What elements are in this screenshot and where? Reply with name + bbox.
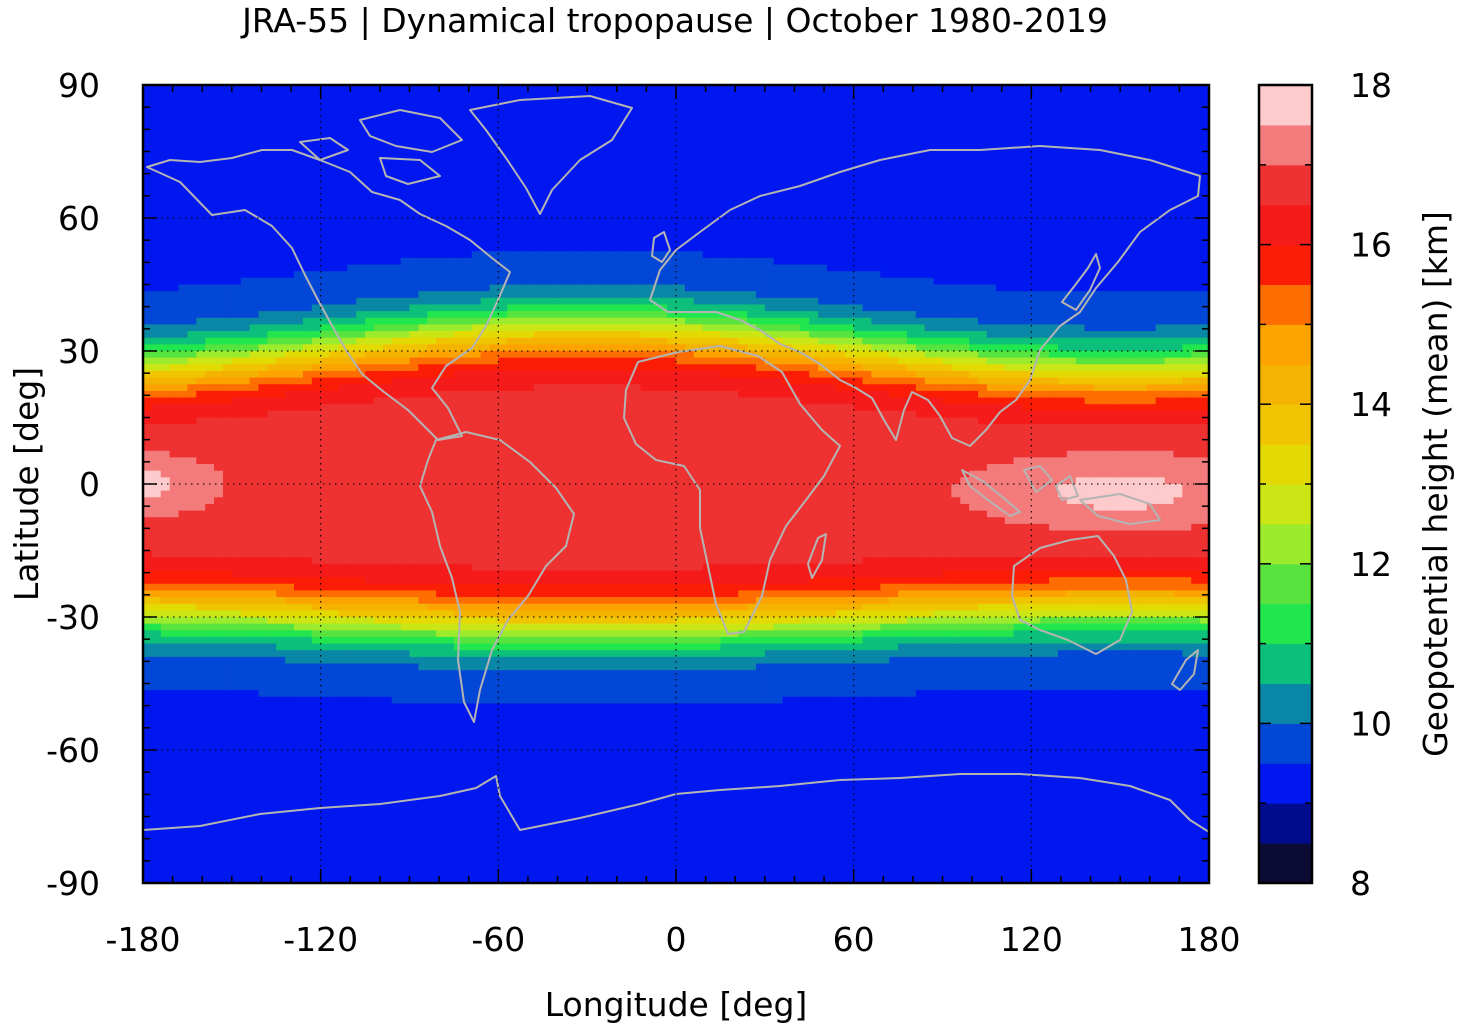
colorbar-swatch xyxy=(1259,284,1312,325)
coastline-japan xyxy=(1061,253,1101,311)
colorbar-swatch xyxy=(1259,444,1312,485)
colorbar-tick-label: 14 xyxy=(1350,385,1392,424)
coastline-indonesia xyxy=(961,465,1161,525)
colorbar-tick-label: 18 xyxy=(1350,66,1392,105)
x-tick-label: 0 xyxy=(666,920,687,959)
coastline-eurasia xyxy=(649,145,1201,447)
colorbar-swatch xyxy=(1259,523,1312,565)
x-axis-label: Longitude [deg] xyxy=(545,985,808,1024)
colorbar-swatch xyxy=(1259,204,1312,246)
y-tick-label: 0 xyxy=(79,465,100,504)
colorbar-swatch xyxy=(1259,324,1312,365)
coastline-australia xyxy=(1011,535,1133,655)
colorbar-swatch xyxy=(1259,803,1312,844)
colorbar-swatch xyxy=(1259,763,1312,804)
coastline-south-america xyxy=(419,431,575,723)
colorbar-swatch xyxy=(1259,85,1312,126)
y-tick-label: 60 xyxy=(58,199,100,238)
colorbar-swatch xyxy=(1259,603,1312,645)
x-tick-label: 60 xyxy=(833,920,875,959)
colorbar-swatch xyxy=(1259,683,1312,724)
colorbar-swatch xyxy=(1259,124,1312,166)
y-tick-label: 90 xyxy=(58,66,100,105)
coastline-africa xyxy=(623,345,841,635)
coastline-arctic-islands xyxy=(299,109,463,185)
coastline-madagascar xyxy=(807,533,827,579)
colorbar-swatch xyxy=(1259,404,1312,445)
coastline-new-zealand xyxy=(1171,649,1199,691)
x-tick-label: -120 xyxy=(283,920,358,959)
colorbar-swatch xyxy=(1259,484,1312,525)
colorbar-swatch xyxy=(1259,244,1312,285)
x-tick-label: 120 xyxy=(1000,920,1063,959)
y-tick-label: 30 xyxy=(58,332,100,371)
colorbar-label: Geopotential height (mean) [km] xyxy=(1416,211,1455,757)
colorbar-swatch xyxy=(1259,164,1312,206)
colorbar-swatch xyxy=(1259,364,1312,405)
y-axis-label: Latitude [deg] xyxy=(7,367,46,601)
coastline-greenland xyxy=(469,95,633,215)
colorbar-swatch xyxy=(1259,843,1312,884)
colorbar-swatch xyxy=(1259,643,1312,684)
x-tick-label: 180 xyxy=(1178,920,1241,959)
y-tick-label: -90 xyxy=(46,864,100,903)
coastlines xyxy=(143,95,1209,833)
x-tick-label: -60 xyxy=(471,920,525,959)
colorbar-tick-label: 8 xyxy=(1350,864,1371,903)
y-axis-tick-labels: 90 60 30 0 -30 -60 -90 xyxy=(46,66,100,903)
y-tick-label: -30 xyxy=(46,598,100,637)
grid xyxy=(143,85,1209,883)
colorbar-swatch xyxy=(1259,563,1312,605)
coastline-north-america xyxy=(146,149,511,441)
y-tick-label: -60 xyxy=(46,731,100,770)
colorbar-tick-labels: 8 10 12 14 16 18 xyxy=(1350,66,1392,903)
x-tick-label: -180 xyxy=(106,920,181,959)
colorbar-swatches xyxy=(1259,85,1312,884)
plot-frame xyxy=(141,83,1211,885)
plot-area xyxy=(143,85,1209,883)
colorbar-tick-label: 16 xyxy=(1350,226,1392,265)
coastline-british-isles xyxy=(651,231,671,263)
colorbar-tick-label: 12 xyxy=(1350,545,1392,584)
chart-title: JRA-55 | Dynamical tropopause | October … xyxy=(240,1,1108,40)
x-axis-tick-labels: -180 -120 -60 0 60 120 180 xyxy=(106,920,1241,959)
colorbar: 8 10 12 14 16 18 Geopotential height (me… xyxy=(1257,66,1455,903)
colorbar-swatch xyxy=(1259,723,1312,764)
coastline-antarctica xyxy=(143,773,1209,833)
colorbar-tick-label: 10 xyxy=(1350,704,1392,743)
